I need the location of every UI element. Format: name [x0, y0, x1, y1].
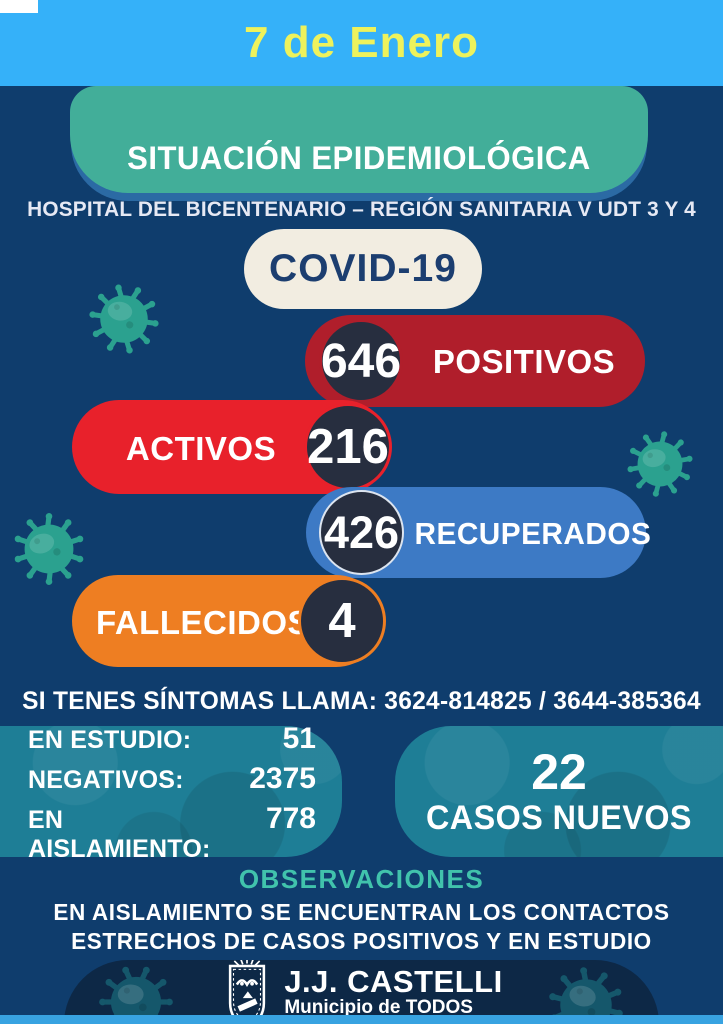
date-heading: 7 de Enero — [244, 18, 479, 67]
new-cases-label: CASOS NUEVOS — [426, 799, 692, 837]
footer-banner: J.J. CASTELLI Municipio de TODOS — [64, 960, 659, 1024]
observations-line: ESTRECHOS DE CASOS POSITIVOS Y EN ESTUDI… — [71, 928, 652, 954]
observations-line: EN AISLAMIENTO SE ENCUENTRAN LOS CONTACT… — [53, 899, 670, 925]
row-label: NEGATIVOS: — [28, 765, 184, 794]
positivos-label: POSITIVOS — [432, 343, 616, 380]
virus-icon — [83, 278, 164, 359]
observations-block: OBSERVACIONES EN AISLAMIENTO SE ENCUENTR… — [0, 864, 723, 956]
activos-count-badge: 216 — [304, 403, 392, 491]
observations-heading: OBSERVACIONES — [238, 864, 485, 894]
bottom-strip — [0, 1015, 723, 1024]
row-value: 2375 — [249, 761, 316, 795]
fallecidos-label: FALLECIDOS — [96, 604, 311, 641]
logo-tagline: Municipio de TODOS — [284, 997, 473, 1019]
stat-pill-recuperados: 426 RECUPERADOS — [306, 487, 652, 578]
municipality-logo: J.J. CASTELLI Municipio de TODOS — [220, 960, 502, 1024]
row-value: 778 — [265, 801, 316, 835]
covid-badge: COVID-19 — [244, 229, 482, 309]
subtitle: HOSPITAL DEL BICENTENARIO – REGIÓN SANIT… — [27, 198, 696, 221]
summary-row-en-aislamiento: EN AISLAMIENTO: 778 — [28, 802, 316, 864]
date-band: 7 de Enero — [0, 0, 723, 86]
virus-icon — [2, 502, 95, 595]
activos-label: ACTIVOS — [125, 430, 277, 467]
recuperados-label: RECUPERADOS — [414, 516, 652, 551]
row-label: EN ESTUDIO: — [28, 725, 192, 754]
new-cases-value: 22 — [531, 744, 587, 800]
summary-panel: EN ESTUDIO: 51 NEGATIVOS: 2375 EN AISLAM… — [0, 722, 342, 863]
new-cases-panel: 22 CASOS NUEVOS — [395, 726, 723, 857]
recuperados-count-badge: 426 — [319, 490, 404, 575]
virus-icon — [621, 425, 700, 504]
stat-pill-fallecidos: FALLECIDOS 4 — [72, 575, 386, 667]
summary-row-en-estudio: EN ESTUDIO: 51 — [28, 722, 316, 756]
stat-pill-positivos: 646 POSITIVOS — [305, 315, 645, 407]
fallecidos-count-badge: 4 — [298, 577, 386, 665]
top-left-artifact — [0, 0, 38, 13]
row-value: 51 — [282, 721, 316, 755]
hero-banner: SITUACIÓN EPIDEMIOLÓGICA — [70, 86, 648, 193]
row-label: EN AISLAMIENTO: — [28, 805, 211, 863]
hotline-text: SI TENES SÍNTOMAS LLAMA: 3624-814825 / 3… — [22, 687, 701, 715]
covid-badge-label: COVID-19 — [269, 247, 457, 290]
stat-pill-activos: ACTIVOS 216 — [72, 400, 392, 494]
positivos-count-badge: 646 — [319, 319, 403, 403]
page-title: SITUACIÓN EPIDEMIOLÓGICA — [127, 140, 591, 176]
logo-text: J.J. CASTELLI Municipio de TODOS — [284, 963, 503, 1019]
summary-row-negativos: NEGATIVOS: 2375 — [28, 762, 316, 796]
logo-org-name: J.J. CASTELLI — [284, 963, 503, 999]
